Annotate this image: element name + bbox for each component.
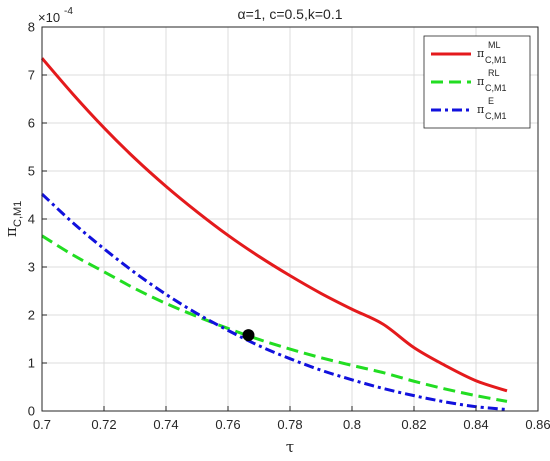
y-tick-label: 3 <box>28 260 35 275</box>
x-tick-label: 0.86 <box>525 417 550 432</box>
y-tick-label: 4 <box>28 212 35 227</box>
legend-label-base: π <box>477 103 484 116</box>
series-e-line <box>40 192 508 412</box>
y-exponent: ×10 -4 <box>38 6 73 25</box>
legend-label-base: π <box>477 75 484 88</box>
x-axis-label: τ <box>286 438 294 456</box>
y-tick-label: 5 <box>28 164 35 179</box>
y-exponent-power: -4 <box>64 6 73 17</box>
legend-label-sup: ML <box>488 40 501 50</box>
y-tick-label: 0 <box>28 404 35 419</box>
series-rl-line <box>41 234 508 403</box>
series-group <box>40 57 508 412</box>
series-ml-line <box>40 57 508 393</box>
legend-label-sub: C,M1 <box>485 83 507 93</box>
x-tick-label: 0.82 <box>401 417 426 432</box>
y-tick-label: 8 <box>28 20 35 35</box>
legend-label-sup: E <box>488 96 494 106</box>
ticks: 0.7 0.72 0.74 0.76 0.78 0.8 0.82 0.84 0.86 0 1 2 3 4 5… <box>28 20 550 433</box>
intersection-marker <box>242 329 255 342</box>
y-exponent-base: ×10 <box>38 10 60 25</box>
legend-label-sub: C,M1 <box>485 111 507 121</box>
y-tick-label: 6 <box>28 116 35 131</box>
x-tick-label: 0.76 <box>215 417 240 432</box>
y-tick-label: 2 <box>28 308 35 323</box>
x-tick-label: 0.74 <box>153 417 178 432</box>
x-tick-label: 0.78 <box>277 417 302 432</box>
y-axis-label-sub: C,M1 <box>12 201 24 227</box>
legend-label-sup: RL <box>488 68 500 78</box>
y-axis-label: π C,M1 <box>2 201 24 237</box>
x-tick-label: 0.84 <box>463 417 488 432</box>
y-tick-label: 7 <box>28 68 35 83</box>
x-tick-label: 0.7 <box>33 417 51 432</box>
x-tick-label: 0.8 <box>343 417 361 432</box>
y-axis-label-base: π <box>2 227 20 237</box>
legend-label-base: π <box>477 47 484 60</box>
legend-label-sub: C,M1 <box>485 55 507 65</box>
chart-title: α=1, c=0.5,k=0.1 <box>238 6 343 22</box>
y-tick-label: 1 <box>28 356 35 371</box>
x-tick-label: 0.72 <box>91 417 116 432</box>
